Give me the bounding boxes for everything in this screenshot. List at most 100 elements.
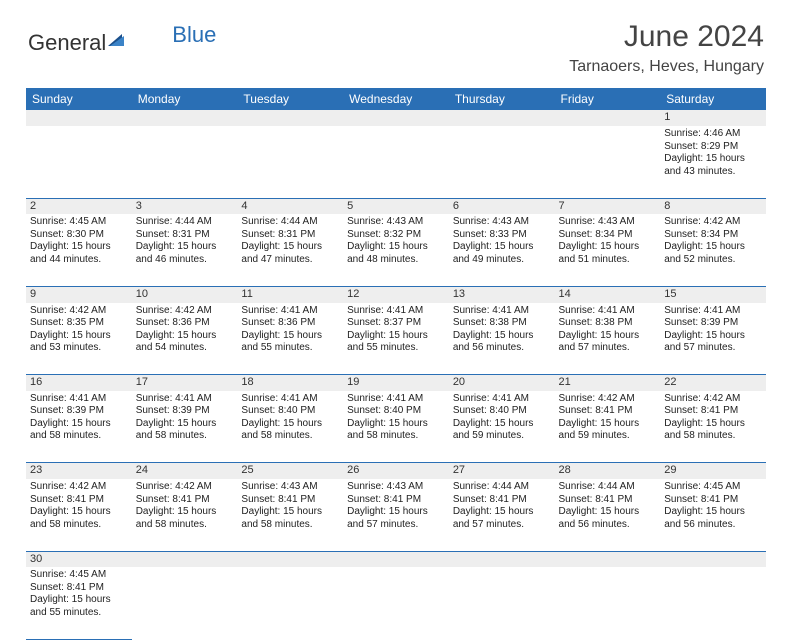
- day-cell: Sunrise: 4:44 AM Sunset: 8:41 PM Dayligh…: [449, 479, 555, 551]
- day-cell: Sunrise: 4:42 AM Sunset: 8:35 PM Dayligh…: [26, 303, 132, 375]
- day-cell: Sunrise: 4:43 AM Sunset: 8:41 PM Dayligh…: [343, 479, 449, 551]
- day-cell: Sunrise: 4:41 AM Sunset: 8:40 PM Dayligh…: [343, 391, 449, 463]
- day-cell-text: Sunrise: 4:44 AM Sunset: 8:31 PM Dayligh…: [241, 216, 339, 266]
- day-number: [555, 551, 661, 567]
- daynum-row: 23242526272829: [26, 463, 766, 479]
- day-number: 29: [660, 463, 766, 479]
- day-cell-text: Sunrise: 4:41 AM Sunset: 8:39 PM Dayligh…: [136, 393, 234, 443]
- day-number: 5: [343, 198, 449, 214]
- week-row: Sunrise: 4:45 AM Sunset: 8:30 PM Dayligh…: [26, 214, 766, 286]
- day-number: 9: [26, 286, 132, 302]
- logo: General Blue: [28, 30, 216, 56]
- day-cell: [555, 126, 661, 198]
- day-number: 13: [449, 286, 555, 302]
- day-number: 15: [660, 286, 766, 302]
- day-cell-text: Sunrise: 4:41 AM Sunset: 8:38 PM Dayligh…: [453, 305, 551, 355]
- day-number: 7: [555, 198, 661, 214]
- day-number: [449, 110, 555, 126]
- day-number: 27: [449, 463, 555, 479]
- daynum-row: 1: [26, 110, 766, 126]
- day-cell: Sunrise: 4:45 AM Sunset: 8:41 PM Dayligh…: [660, 479, 766, 551]
- day-cell: [26, 126, 132, 198]
- day-number: 14: [555, 286, 661, 302]
- day-cell: Sunrise: 4:42 AM Sunset: 8:41 PM Dayligh…: [660, 391, 766, 463]
- day-cell-text: Sunrise: 4:43 AM Sunset: 8:41 PM Dayligh…: [241, 481, 339, 531]
- calendar-table: Sunday Monday Tuesday Wednesday Thursday…: [26, 88, 766, 640]
- day-number: 20: [449, 375, 555, 391]
- day-number: 30: [26, 551, 132, 567]
- day-cell-text: Sunrise: 4:41 AM Sunset: 8:37 PM Dayligh…: [347, 305, 445, 355]
- weekday-header: Sunday: [26, 88, 132, 110]
- daynum-row: 2345678: [26, 198, 766, 214]
- day-number: 24: [132, 463, 238, 479]
- day-cell: Sunrise: 4:43 AM Sunset: 8:33 PM Dayligh…: [449, 214, 555, 286]
- day-number: [660, 551, 766, 567]
- day-cell: Sunrise: 4:41 AM Sunset: 8:40 PM Dayligh…: [237, 391, 343, 463]
- day-cell-text: Sunrise: 4:41 AM Sunset: 8:40 PM Dayligh…: [453, 393, 551, 443]
- day-cell: Sunrise: 4:42 AM Sunset: 8:41 PM Dayligh…: [26, 479, 132, 551]
- day-cell-text: Sunrise: 4:44 AM Sunset: 8:31 PM Dayligh…: [136, 216, 234, 266]
- day-number: 17: [132, 375, 238, 391]
- weekday-header: Friday: [555, 88, 661, 110]
- day-number: 10: [132, 286, 238, 302]
- day-number: 2: [26, 198, 132, 214]
- day-number: 21: [555, 375, 661, 391]
- month-title: June 2024: [569, 20, 764, 54]
- day-cell: Sunrise: 4:42 AM Sunset: 8:34 PM Dayligh…: [660, 214, 766, 286]
- day-cell: Sunrise: 4:41 AM Sunset: 8:39 PM Dayligh…: [132, 391, 238, 463]
- day-cell-text: Sunrise: 4:46 AM Sunset: 8:29 PM Dayligh…: [664, 128, 762, 178]
- day-number: 28: [555, 463, 661, 479]
- weekday-header: Monday: [132, 88, 238, 110]
- day-cell: Sunrise: 4:45 AM Sunset: 8:41 PM Dayligh…: [26, 567, 132, 639]
- day-number: 3: [132, 198, 238, 214]
- day-cell: [132, 567, 238, 639]
- day-number: 12: [343, 286, 449, 302]
- day-cell-text: Sunrise: 4:41 AM Sunset: 8:39 PM Dayligh…: [30, 393, 128, 443]
- week-row: Sunrise: 4:41 AM Sunset: 8:39 PM Dayligh…: [26, 391, 766, 463]
- day-cell: Sunrise: 4:41 AM Sunset: 8:38 PM Dayligh…: [555, 303, 661, 375]
- day-cell: Sunrise: 4:41 AM Sunset: 8:40 PM Dayligh…: [449, 391, 555, 463]
- day-number: 18: [237, 375, 343, 391]
- day-cell-text: Sunrise: 4:41 AM Sunset: 8:40 PM Dayligh…: [347, 393, 445, 443]
- day-cell: Sunrise: 4:42 AM Sunset: 8:41 PM Dayligh…: [555, 391, 661, 463]
- day-cell-text: Sunrise: 4:42 AM Sunset: 8:41 PM Dayligh…: [136, 481, 234, 531]
- day-number: 4: [237, 198, 343, 214]
- day-cell: [132, 126, 238, 198]
- day-cell: Sunrise: 4:43 AM Sunset: 8:32 PM Dayligh…: [343, 214, 449, 286]
- weekday-header: Saturday: [660, 88, 766, 110]
- day-cell: Sunrise: 4:41 AM Sunset: 8:36 PM Dayligh…: [237, 303, 343, 375]
- day-number: [132, 551, 238, 567]
- day-cell: Sunrise: 4:44 AM Sunset: 8:41 PM Dayligh…: [555, 479, 661, 551]
- day-cell-text: Sunrise: 4:43 AM Sunset: 8:33 PM Dayligh…: [453, 216, 551, 266]
- title-block: June 2024 Tarnaoers, Heves, Hungary: [569, 20, 764, 76]
- daynum-row: 16171819202122: [26, 375, 766, 391]
- day-cell: Sunrise: 4:43 AM Sunset: 8:41 PM Dayligh…: [237, 479, 343, 551]
- day-number: 8: [660, 198, 766, 214]
- day-cell-text: Sunrise: 4:41 AM Sunset: 8:38 PM Dayligh…: [559, 305, 657, 355]
- day-cell: [237, 567, 343, 639]
- day-number: 11: [237, 286, 343, 302]
- day-number: 25: [237, 463, 343, 479]
- day-cell: Sunrise: 4:44 AM Sunset: 8:31 PM Dayligh…: [237, 214, 343, 286]
- day-cell: [449, 126, 555, 198]
- weekday-header: Thursday: [449, 88, 555, 110]
- day-number: 6: [449, 198, 555, 214]
- day-number: [555, 110, 661, 126]
- day-cell: [660, 567, 766, 639]
- weekday-header-row: Sunday Monday Tuesday Wednesday Thursday…: [26, 88, 766, 110]
- day-cell-text: Sunrise: 4:44 AM Sunset: 8:41 PM Dayligh…: [453, 481, 551, 531]
- day-cell-text: Sunrise: 4:42 AM Sunset: 8:34 PM Dayligh…: [664, 216, 762, 266]
- day-number: [237, 110, 343, 126]
- day-cell: [343, 126, 449, 198]
- day-number: [343, 551, 449, 567]
- day-number: [237, 551, 343, 567]
- day-cell: [449, 567, 555, 639]
- logo-flag-icon: [108, 30, 130, 56]
- weekday-header: Wednesday: [343, 88, 449, 110]
- day-number: 23: [26, 463, 132, 479]
- day-cell-text: Sunrise: 4:41 AM Sunset: 8:39 PM Dayligh…: [664, 305, 762, 355]
- location: Tarnaoers, Heves, Hungary: [569, 58, 764, 76]
- day-cell: Sunrise: 4:45 AM Sunset: 8:30 PM Dayligh…: [26, 214, 132, 286]
- week-row: Sunrise: 4:42 AM Sunset: 8:35 PM Dayligh…: [26, 303, 766, 375]
- day-cell-text: Sunrise: 4:42 AM Sunset: 8:36 PM Dayligh…: [136, 305, 234, 355]
